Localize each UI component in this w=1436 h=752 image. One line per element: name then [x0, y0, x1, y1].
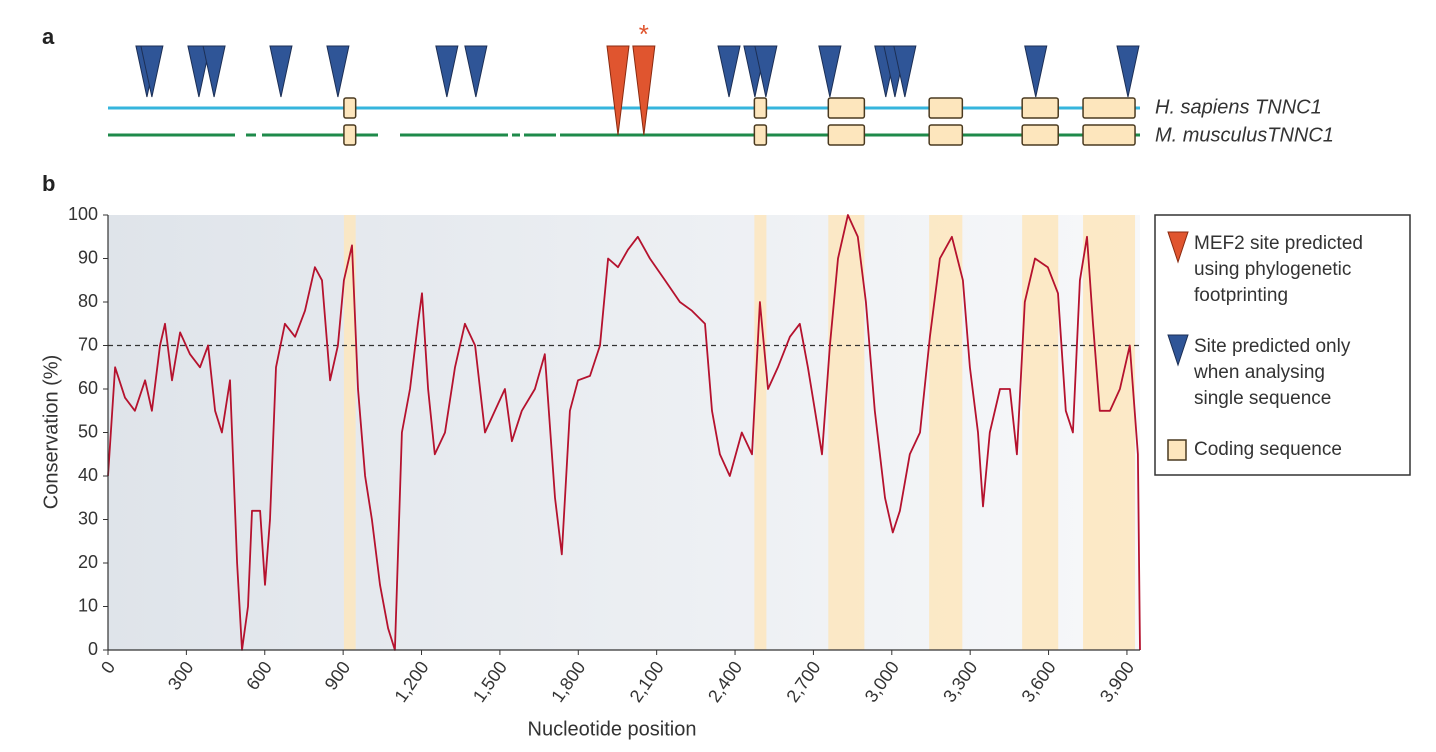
legend-label: MEF2 site predicted using phylogenetic foo… — [1194, 233, 1363, 306]
single-site — [818, 45, 842, 98]
coding-box — [1082, 97, 1136, 119]
mef2-site — [606, 45, 630, 136]
x-tick-label: 600 — [242, 658, 276, 694]
coding-band — [828, 215, 865, 650]
coding-box — [1021, 124, 1059, 146]
gene-track — [108, 45, 1140, 146]
legend-single — [1167, 334, 1189, 367]
y-tick-label: 0 — [88, 639, 98, 659]
coding-box — [1082, 124, 1136, 146]
species-label: H. sapiens TNNC1 — [1155, 96, 1322, 118]
y-tick-label: 100 — [68, 204, 98, 224]
panel-label: b — [42, 171, 55, 196]
coding-box — [753, 97, 768, 119]
x-tick-label: 3,300 — [939, 658, 981, 706]
single-site — [140, 45, 164, 98]
x-tick-label: 2,100 — [626, 658, 668, 706]
y-tick-label: 20 — [78, 552, 98, 572]
single-site — [754, 45, 778, 98]
coding-band — [754, 215, 767, 650]
plot-background — [108, 215, 1140, 650]
y-tick-label: 80 — [78, 291, 98, 311]
coding-box — [827, 97, 866, 119]
species-label: M. musculusTNNC1 — [1155, 124, 1334, 146]
y-tick-label: 50 — [78, 421, 98, 441]
coding-box — [343, 97, 357, 119]
single-site — [1024, 45, 1048, 98]
coding-box — [343, 124, 357, 146]
single-site — [1116, 45, 1140, 98]
y-tick-label: 90 — [78, 247, 98, 267]
y-tick-label: 70 — [78, 334, 98, 354]
single-site — [269, 45, 293, 98]
legend-coding — [1167, 439, 1187, 461]
x-tick-label: 2,700 — [782, 658, 824, 706]
legend-label: Coding sequence — [1194, 439, 1342, 460]
conservation-line — [107, 214, 1141, 651]
mef2-site — [632, 45, 656, 136]
x-tick-label: 3,900 — [1096, 658, 1138, 706]
single-site — [202, 45, 226, 98]
x-tick-label: 1,500 — [469, 658, 511, 706]
x-tick-label: 300 — [164, 658, 198, 694]
single-site — [464, 45, 488, 98]
single-site — [717, 45, 741, 98]
coding-band — [929, 215, 963, 650]
coding-box — [753, 124, 768, 146]
x-tick-label: 1,200 — [390, 658, 432, 706]
y-tick-label: 60 — [78, 378, 98, 398]
legend-label: Site predicted only when analysing single … — [1193, 336, 1351, 409]
x-tick-label: 1,800 — [547, 658, 589, 706]
x-tick-label: 900 — [321, 658, 355, 694]
y-tick-label: 10 — [78, 595, 98, 615]
x-tick-label: 3,600 — [1018, 658, 1060, 706]
y-tick-label: 30 — [78, 508, 98, 528]
asterisk: * — [639, 19, 649, 49]
coding-band — [1083, 215, 1136, 650]
single-site — [326, 45, 350, 98]
single-site — [435, 45, 459, 98]
x-tick-label: 0 — [97, 658, 119, 678]
y-tick-label: 40 — [78, 465, 98, 485]
coding-box — [928, 124, 964, 146]
y-axis-title: Conservation (%) — [40, 355, 62, 510]
x-tick-label: 2,400 — [704, 658, 746, 706]
x-axis-title: Nucleotide position — [528, 718, 697, 740]
x-tick-label: 3,000 — [861, 658, 903, 706]
legend-mef2 — [1167, 231, 1189, 264]
coding-band — [343, 215, 356, 650]
single-site — [187, 45, 211, 98]
panel-label: a — [42, 24, 55, 49]
legend-box — [1154, 214, 1411, 476]
coding-box — [1021, 97, 1059, 119]
coding-box — [928, 97, 964, 119]
coding-box — [827, 124, 866, 146]
single-site — [893, 45, 917, 98]
